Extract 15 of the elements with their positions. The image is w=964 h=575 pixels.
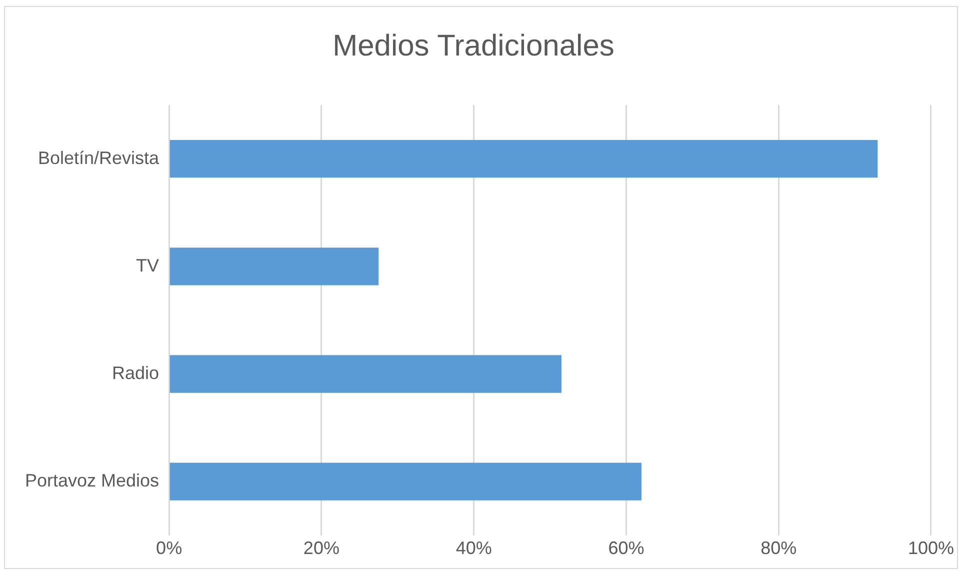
- x-tick-label: 60%: [608, 538, 644, 558]
- y-tick-label: Boletín/Revista: [38, 148, 160, 168]
- bar: [170, 462, 642, 500]
- x-tick-label: 0%: [156, 538, 182, 558]
- bar: [170, 248, 379, 286]
- chart-title: Medios Tradicionales: [332, 29, 614, 62]
- bar: [170, 140, 878, 178]
- x-tick-label: 80%: [760, 538, 797, 558]
- y-tick-label: Radio: [112, 362, 160, 383]
- y-tick-label: TV: [136, 255, 160, 276]
- bar: [170, 355, 562, 393]
- y-tick-label: Portavoz Medios: [24, 470, 160, 491]
- x-tick-label: 100%: [908, 538, 954, 558]
- x-tick-label: 20%: [303, 538, 340, 558]
- x-tick-label: 40%: [456, 538, 492, 558]
